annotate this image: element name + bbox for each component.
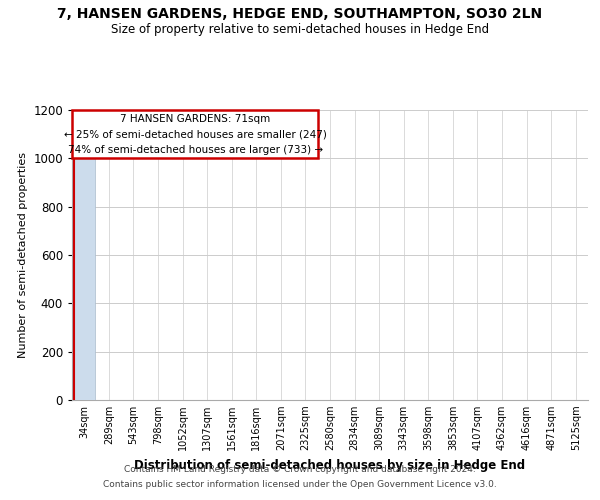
Bar [74,158,95,400]
Y-axis label: Number of semi-detached properties: Number of semi-detached properties [17,152,28,358]
FancyBboxPatch shape [73,110,318,158]
Text: 7, HANSEN GARDENS, HEDGE END, SOUTHAMPTON, SO30 2LN: 7, HANSEN GARDENS, HEDGE END, SOUTHAMPTO… [58,8,542,22]
Text: 7 HANSEN GARDENS: 71sqm
← 25% of semi-detached houses are smaller (247)
74% of s: 7 HANSEN GARDENS: 71sqm ← 25% of semi-de… [64,114,326,155]
X-axis label: Distribution of semi-detached houses by size in Hedge End: Distribution of semi-detached houses by … [134,459,526,472]
Text: Contains HM Land Registry data © Crown copyright and database right 2024.: Contains HM Land Registry data © Crown c… [124,465,476,474]
Text: Contains public sector information licensed under the Open Government Licence v3: Contains public sector information licen… [103,480,497,489]
Text: Size of property relative to semi-detached houses in Hedge End: Size of property relative to semi-detach… [111,22,489,36]
